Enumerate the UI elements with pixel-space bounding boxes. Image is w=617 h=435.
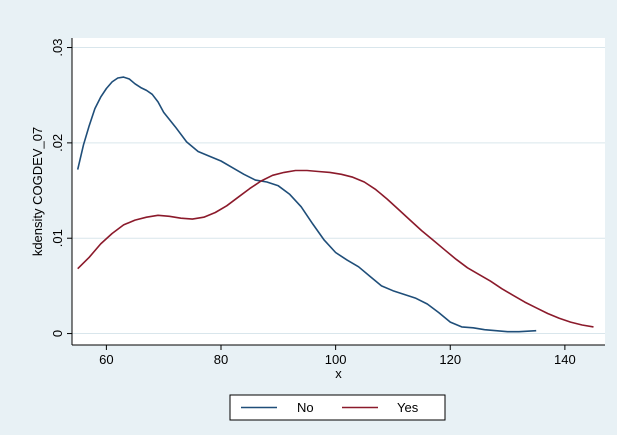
series-lines bbox=[76, 76, 594, 333]
legend: No Yes bbox=[229, 394, 446, 421]
x-axis-title: x bbox=[335, 366, 342, 381]
y-tick-label-1: .01 bbox=[50, 229, 65, 247]
plot-area bbox=[72, 38, 605, 345]
x-tick-label-1: 80 bbox=[214, 352, 228, 367]
x-tick-label-0: 60 bbox=[99, 352, 113, 367]
legend-box bbox=[229, 394, 446, 421]
y-tick-label-0: 0 bbox=[50, 330, 65, 337]
y-ticks: 0 .01 .02 .03 bbox=[50, 38, 72, 337]
x-tick-label-2: 100 bbox=[325, 352, 347, 367]
x-tick-label-3: 120 bbox=[439, 352, 461, 367]
y-tick-label-2: .02 bbox=[50, 134, 65, 152]
axes bbox=[71, 38, 605, 346]
legend-label-yes: Yes bbox=[397, 400, 419, 415]
legend-label-no: No bbox=[297, 400, 314, 415]
x-ticks: 60 80 100 120 140 bbox=[99, 345, 576, 367]
y-tick-label-3: .03 bbox=[50, 38, 65, 56]
y-axis-title: kdensity COGDEV_07 bbox=[30, 127, 45, 256]
grid-lines bbox=[72, 47, 605, 335]
x-tick-label-4: 140 bbox=[554, 352, 576, 367]
series-line-yes bbox=[77, 169, 594, 328]
